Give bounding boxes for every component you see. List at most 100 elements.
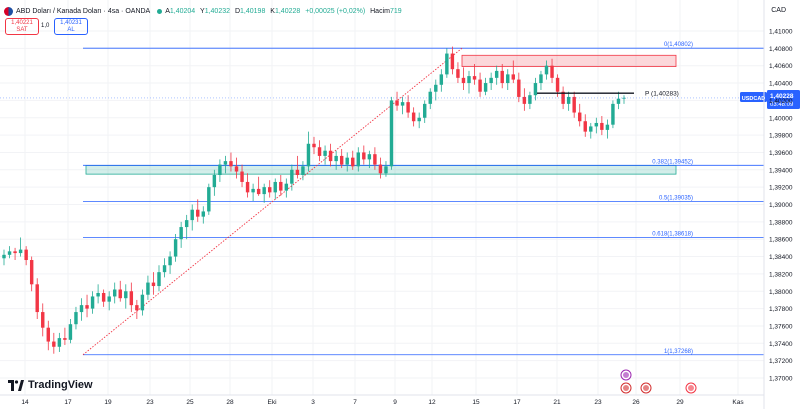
us-flag-event-icon[interactable]: [620, 382, 632, 394]
candle-body[interactable]: [345, 157, 349, 165]
candle-body[interactable]: [428, 91, 432, 104]
candle-body[interactable]: [207, 187, 211, 212]
candle-body[interactable]: [29, 260, 34, 285]
candle-body[interactable]: [146, 282, 150, 295]
candle-body[interactable]: [234, 166, 239, 172]
candle-body[interactable]: [566, 96, 571, 104]
candle-body[interactable]: [201, 211, 206, 217]
candle-body[interactable]: [472, 76, 477, 80]
candle-body[interactable]: [572, 96, 576, 113]
candle-body[interactable]: [212, 175, 217, 188]
candle-body[interactable]: [273, 181, 277, 193]
candle-body[interactable]: [2, 254, 6, 259]
candle-body[interactable]: [550, 65, 554, 78]
candle-body[interactable]: [528, 95, 532, 104]
candle-body[interactable]: [373, 154, 377, 165]
candle-body[interactable]: [284, 183, 289, 191]
candle-body[interactable]: [616, 98, 621, 104]
candle-body[interactable]: [96, 292, 100, 297]
candle-body[interactable]: [279, 181, 283, 191]
candle-body[interactable]: [577, 112, 582, 122]
candle-body[interactable]: [417, 117, 421, 122]
candle-body[interactable]: [445, 53, 449, 75]
candle-body[interactable]: [301, 166, 305, 176]
us-flag-event-icon[interactable]: [640, 382, 652, 394]
candle-body[interactable]: [461, 77, 466, 84]
candle-body[interactable]: [107, 296, 111, 302]
candle-body[interactable]: [240, 171, 244, 182]
candle-body[interactable]: [267, 187, 272, 193]
tradingview-logo[interactable]: TradingView: [8, 379, 93, 391]
candle-body[interactable]: [306, 143, 311, 167]
candle-body[interactable]: [494, 70, 499, 78]
candle-body[interactable]: [339, 155, 344, 165]
ca-flag-event-icon[interactable]: [685, 382, 697, 394]
candle-body[interactable]: [85, 305, 89, 309]
candle-body[interactable]: [400, 102, 405, 106]
candle-body[interactable]: [362, 152, 366, 160]
candle-body[interactable]: [555, 77, 560, 92]
price-tag-box[interactable]: [767, 89, 800, 109]
candle-body[interactable]: [46, 327, 51, 342]
candle-body[interactable]: [511, 74, 516, 80]
candle-body[interactable]: [74, 312, 78, 325]
candle-body[interactable]: [256, 188, 261, 195]
candle-body[interactable]: [140, 294, 145, 311]
candle-body[interactable]: [101, 292, 106, 302]
candle-body[interactable]: [467, 76, 471, 84]
candle-body[interactable]: [544, 65, 549, 75]
candle-body[interactable]: [18, 249, 23, 254]
candle-body[interactable]: [262, 187, 266, 195]
candle-body[interactable]: [500, 70, 504, 84]
candle-body[interactable]: [483, 83, 488, 92]
candle-body[interactable]: [196, 209, 200, 217]
candle-body[interactable]: [317, 147, 322, 156]
candle-body[interactable]: [52, 341, 56, 347]
candle-body[interactable]: [151, 282, 156, 287]
candle-body[interactable]: [35, 284, 39, 313]
candle-body[interactable]: [395, 100, 399, 106]
candle-body[interactable]: [434, 84, 438, 92]
candle-body[interactable]: [90, 296, 95, 309]
candle-body[interactable]: [312, 143, 316, 148]
candle-body[interactable]: [24, 249, 28, 261]
candle-body[interactable]: [190, 209, 194, 221]
currency-label[interactable]: CAD: [771, 7, 786, 14]
supply-zone[interactable]: [461, 54, 677, 67]
candle-body[interactable]: [489, 77, 493, 84]
candle-body[interactable]: [522, 96, 527, 104]
candle-body[interactable]: [295, 169, 300, 176]
candle-body[interactable]: [517, 79, 521, 97]
candle-body[interactable]: [378, 164, 383, 174]
candle-body[interactable]: [422, 103, 427, 118]
candle-body[interactable]: [245, 181, 250, 193]
candle-body[interactable]: [184, 220, 189, 228]
candle-body[interactable]: [251, 188, 255, 193]
candle-body[interactable]: [63, 338, 67, 340]
candle-body[interactable]: [13, 251, 17, 254]
candle-body[interactable]: [218, 164, 222, 176]
candle-body[interactable]: [79, 305, 84, 313]
candle-body[interactable]: [7, 251, 12, 255]
candle-body[interactable]: [561, 91, 565, 104]
candle-body[interactable]: [334, 155, 338, 162]
candle-body[interactable]: [411, 112, 416, 122]
candle-body[interactable]: [57, 338, 62, 347]
candle-body[interactable]: [594, 122, 599, 127]
candle-body[interactable]: [389, 100, 394, 167]
candle-body[interactable]: [323, 150, 327, 156]
candle-body[interactable]: [68, 324, 73, 340]
candle-body[interactable]: [135, 305, 139, 311]
candle-body[interactable]: [118, 289, 122, 299]
candle-body[interactable]: [173, 239, 178, 257]
candle-body[interactable]: [533, 83, 538, 96]
candle-body[interactable]: [229, 161, 233, 167]
candle-body[interactable]: [351, 157, 355, 167]
fib-trend-line[interactable]: [82, 47, 463, 356]
candle-body[interactable]: [129, 291, 134, 306]
candle-body[interactable]: [384, 166, 388, 174]
candle-body[interactable]: [168, 256, 172, 266]
candle-body[interactable]: [539, 74, 543, 84]
